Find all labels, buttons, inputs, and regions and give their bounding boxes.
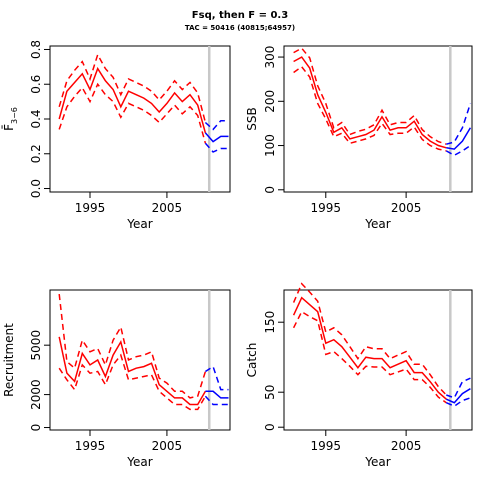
historic-lower-line bbox=[58, 353, 207, 411]
historic-median-line bbox=[292, 296, 447, 400]
projection-upper-line bbox=[446, 377, 471, 399]
y-axis-label: Recruitment bbox=[2, 323, 16, 397]
projection-median-line bbox=[446, 127, 472, 150]
y-tick-label: 0.4 bbox=[29, 109, 43, 128]
historic-upper-line bbox=[293, 47, 447, 145]
figure-subtitle: TAC = 50416 (40815;64957) bbox=[184, 24, 296, 32]
y-tick-label: 0 bbox=[29, 424, 43, 432]
y-axis-label: Catch bbox=[245, 343, 259, 378]
projection-upper-line bbox=[446, 103, 472, 145]
x-tick-label: 2005 bbox=[391, 201, 422, 215]
projection-lower-line bbox=[445, 144, 471, 157]
y-tick-label: 0.2 bbox=[29, 144, 43, 163]
x-axis-label: Year bbox=[364, 217, 390, 231]
y-tick-label: 2000 bbox=[29, 379, 43, 410]
y-tick-label: 0.8 bbox=[29, 40, 43, 59]
y-tick-label: 50 bbox=[263, 385, 277, 400]
projection-median-line bbox=[204, 132, 229, 143]
y-tick-label: 0 bbox=[263, 423, 277, 431]
y-tick-label: 100 bbox=[263, 134, 277, 157]
historic-median-line bbox=[58, 336, 207, 406]
projection-median-line bbox=[205, 390, 229, 399]
y-tick-label: 300 bbox=[263, 46, 277, 69]
x-tick-label: 1995 bbox=[311, 201, 342, 215]
y-tick-label: 150 bbox=[263, 311, 277, 334]
y-tick-label: 0.6 bbox=[29, 75, 43, 94]
historic-lower-line bbox=[292, 310, 447, 404]
panel-catch: 1995 2005 0 50 150 Year Catch bbox=[245, 282, 473, 469]
plot-frame bbox=[283, 45, 473, 193]
historic-lower-line bbox=[58, 82, 207, 144]
projection-upper-line bbox=[204, 119, 229, 131]
y-axis-label-subscript: 3−6 bbox=[10, 107, 19, 124]
x-tick-label: 1995 bbox=[75, 201, 106, 215]
y-axis-label: F̄3−6 bbox=[2, 107, 19, 131]
y-tick-label: 0.0 bbox=[29, 179, 43, 198]
x-tick-label: 1995 bbox=[75, 439, 106, 453]
x-tick-label: 2005 bbox=[391, 439, 422, 453]
figure-title: Fsq, then F = 0.3 bbox=[191, 10, 289, 21]
y-tick-label: 5000 bbox=[29, 330, 43, 361]
x-axis-label: Year bbox=[126, 455, 152, 469]
projection-median-line bbox=[445, 388, 471, 404]
plot-frame bbox=[49, 289, 231, 431]
historic-upper-line bbox=[58, 294, 207, 399]
x-axis-label: Year bbox=[364, 455, 390, 469]
historic-lower-line bbox=[293, 65, 447, 152]
x-tick-label: 2005 bbox=[152, 439, 183, 453]
historic-median-line bbox=[58, 66, 207, 134]
historic-median-line bbox=[293, 56, 447, 149]
historic-upper-line bbox=[292, 282, 447, 396]
y-tick-label: 0 bbox=[263, 186, 277, 194]
x-axis-label: Year bbox=[126, 217, 152, 231]
projection-upper-line bbox=[204, 365, 229, 391]
historic-upper-line bbox=[58, 52, 207, 123]
x-tick-label: 2005 bbox=[152, 201, 183, 215]
y-tick-label: 200 bbox=[263, 90, 277, 113]
panel-recruitment: 1995 2005 0 2000 5000 Year Recruitment bbox=[2, 289, 231, 469]
plot-frame bbox=[283, 289, 473, 431]
x-tick-label: 1995 bbox=[311, 439, 342, 453]
projection-lower-line bbox=[445, 397, 471, 408]
panel-fbar: 1995 2005 0.0 0.2 0.4 0.6 0.8 Year F̄3−6 bbox=[2, 40, 231, 231]
projection-lower-line bbox=[204, 395, 229, 406]
y-axis-label: SSB bbox=[245, 107, 259, 130]
projection-lower-line bbox=[204, 142, 229, 153]
panel-ssb: 1995 2005 0 100 200 300 Year SSB bbox=[245, 45, 473, 231]
